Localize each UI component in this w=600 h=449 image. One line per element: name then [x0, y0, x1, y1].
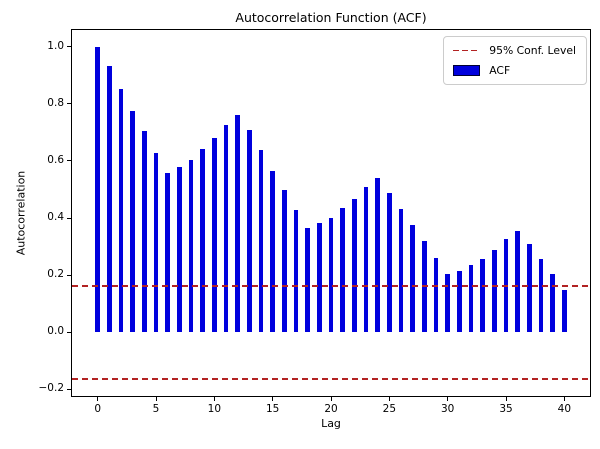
acf-bar: [422, 240, 427, 333]
acf-bar: [130, 111, 135, 333]
acf-bar: [340, 208, 345, 333]
acf-bar: [177, 167, 182, 333]
acf-bar: [538, 258, 544, 333]
acf-bar: [200, 149, 205, 333]
acf-bar: [375, 177, 380, 333]
x-tick-mark: [388, 397, 390, 401]
y-tick-label: −0.2: [38, 382, 65, 395]
y-tick-label: 0.0: [47, 325, 64, 338]
x-tick-mark: [447, 397, 449, 401]
x-tick-mark: [330, 397, 332, 401]
legend-label: ACF: [489, 64, 511, 77]
acf-bar: [305, 227, 310, 333]
acf-bar: [107, 66, 112, 333]
acf-bar: [282, 190, 287, 333]
acf-bar: [398, 208, 404, 333]
y-tick-label: 0.6: [47, 153, 64, 166]
acf-bar: [118, 89, 124, 333]
acf-bar: [480, 258, 485, 333]
x-tick-label: 25: [382, 403, 397, 415]
acf-bar: [317, 223, 322, 333]
acf-bar: [352, 198, 357, 333]
y-tick-mark: [67, 46, 71, 48]
acf-bar: [468, 265, 474, 333]
x-axis-label: Lag: [321, 417, 341, 430]
x-tick-label: 30: [440, 403, 455, 415]
x-tick-label: 20: [324, 403, 338, 415]
x-tick-mark: [563, 397, 565, 401]
acf-bar: [363, 186, 369, 333]
acf-bar: [328, 217, 334, 333]
legend: 95% Conf. Level ACF: [443, 36, 587, 85]
x-tick-mark: [213, 397, 215, 401]
acf-bar: [562, 289, 567, 333]
acf-bar: [258, 150, 264, 333]
acf-bar: [445, 273, 450, 333]
acf-bar: [247, 129, 252, 333]
x-tick-label: 0: [94, 403, 101, 415]
y-tick-mark: [67, 103, 71, 105]
confidence-line: [72, 378, 590, 380]
acf-bar: [142, 130, 147, 333]
acf-bar: [293, 209, 299, 333]
acf-bar: [410, 224, 415, 333]
y-tick-label: 1.0: [47, 39, 64, 52]
y-tick-mark: [67, 274, 71, 276]
bar-patch-swatch-icon: [453, 65, 481, 76]
acf-bar: [95, 46, 100, 333]
acf-bar: [550, 274, 555, 333]
acf-bar: [188, 159, 194, 333]
acf-bar: [153, 152, 159, 333]
legend-entry-conf-level: 95% Conf. Level: [453, 44, 576, 57]
dashed-line-swatch-icon: [453, 49, 481, 52]
y-tick-mark: [67, 160, 71, 162]
acf-bar: [270, 171, 275, 333]
x-tick-mark: [505, 397, 507, 401]
acf-bar: [235, 114, 240, 333]
y-tick-mark: [67, 388, 71, 390]
y-tick-label: 0.8: [47, 96, 64, 109]
acf-bar: [165, 172, 170, 333]
acf-bar: [457, 271, 462, 333]
y-tick-mark: [67, 331, 71, 333]
legend-entry-acf: ACF: [453, 64, 576, 77]
x-tick-label: 35: [499, 403, 513, 415]
x-tick-label: 15: [265, 403, 280, 415]
y-tick-label: 0.2: [47, 268, 64, 281]
acf-bar: [515, 231, 520, 333]
chart-title: Autocorrelation Function (ACF): [235, 10, 427, 25]
x-tick-label: 40: [557, 403, 572, 415]
y-tick-label: 0.4: [47, 211, 64, 223]
acf-bar: [492, 249, 497, 333]
acf-bar: [223, 124, 229, 333]
x-tick-mark: [155, 397, 157, 401]
x-tick-mark: [97, 397, 99, 401]
acf-bar: [212, 138, 217, 333]
x-tick-label: 5: [152, 403, 160, 415]
acf-bar: [387, 192, 392, 333]
x-tick-mark: [272, 397, 274, 401]
legend-label: 95% Conf. Level: [489, 44, 576, 57]
confidence-line: [72, 284, 590, 287]
x-tick-label: 10: [207, 403, 222, 415]
y-tick-mark: [67, 217, 71, 219]
acf-bar: [527, 243, 532, 333]
acf-bar: [433, 257, 439, 333]
